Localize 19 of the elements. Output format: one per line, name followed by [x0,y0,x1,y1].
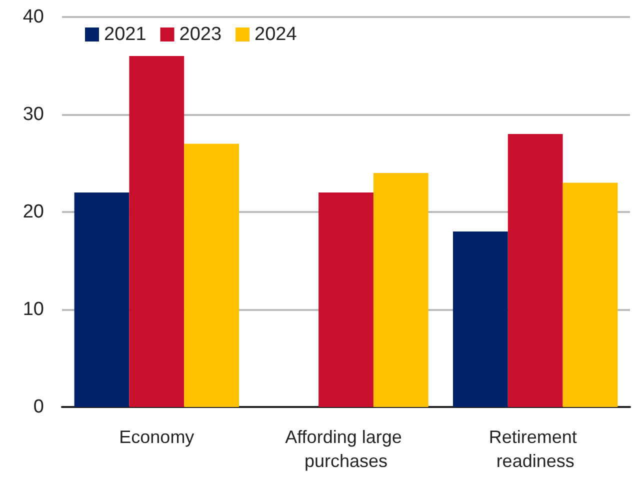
y-tick-label: 30 [22,104,44,125]
bar [373,173,428,407]
x-tick-label: Affording large purchases [285,427,407,471]
bar [129,56,184,407]
bar [318,192,374,407]
x-tick-label: Economy [119,427,194,447]
y-tick-label: 10 [22,299,44,320]
y-tick-label: 0 [33,396,44,418]
legend-label: 2023 [179,24,222,45]
bar [74,192,130,407]
x-tick-label: Retirement readiness [488,427,582,471]
bar [452,232,508,407]
y-tick-label: 40 [22,6,44,28]
y-tick-label: 20 [22,202,44,222]
bar [562,182,618,407]
legend-label: 2021 [104,24,146,45]
legend-label: 2024 [254,24,298,45]
bar [508,134,563,407]
bar [184,144,240,407]
